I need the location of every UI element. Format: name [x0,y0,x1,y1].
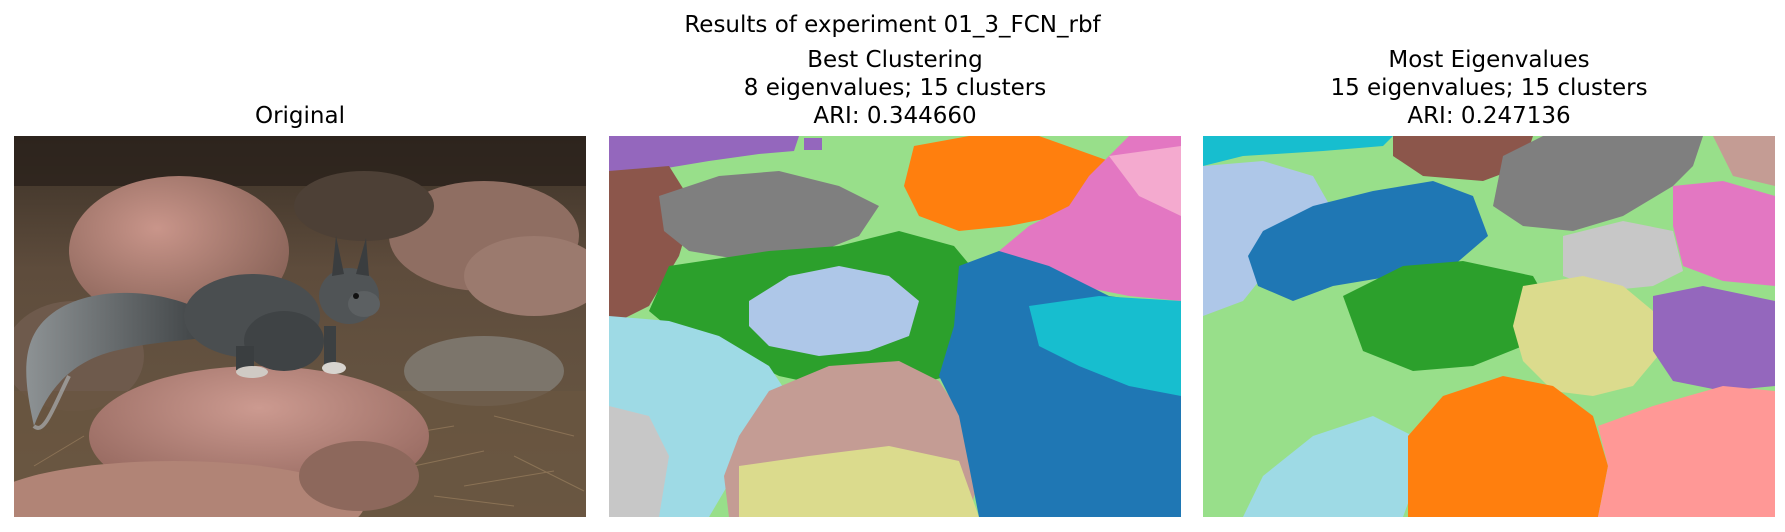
most-title-line-3: ARI: 0.247136 [1407,103,1571,129]
original-image [14,136,586,517]
original-panel: Original [14,0,586,532]
best-clustering-image [609,136,1181,517]
most-eigenvalues-image [1203,136,1775,517]
most-eigenvalues-title: Most Eigenvalues 15 eigenvalues; 15 clus… [1203,46,1775,130]
best-title-line-2: 8 eigenvalues; 15 clusters [743,75,1047,101]
original-title: Original [14,102,586,130]
figure-title: Results of experiment 01_3_FCN_rbf [684,12,1101,38]
best-clustering-title: Best Clustering 8 eigenvalues; 15 cluste… [609,46,1181,130]
best-title-line-3: ARI: 0.344660 [813,103,977,129]
best-clustering-panel: Best Clustering 8 eigenvalues; 15 cluste… [609,0,1181,532]
original-title-line: Original [254,103,345,129]
most-eigenvalues-panel: Most Eigenvalues 15 eigenvalues; 15 clus… [1203,0,1775,532]
most-title-line-2: 15 eigenvalues; 15 clusters [1330,75,1648,101]
most-title-line-1: Most Eigenvalues [1388,47,1590,73]
best-title-line-1: Best Clustering [807,47,983,73]
